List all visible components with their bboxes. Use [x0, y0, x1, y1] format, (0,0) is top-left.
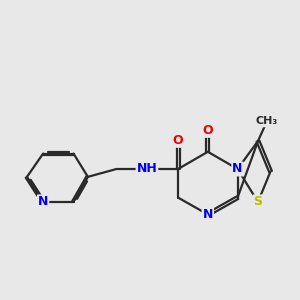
- Text: N: N: [232, 163, 243, 176]
- Text: NH: NH: [136, 163, 157, 176]
- Text: O: O: [202, 124, 213, 137]
- Text: O: O: [173, 134, 183, 147]
- Text: CH₃: CH₃: [256, 116, 278, 126]
- Text: N: N: [38, 195, 48, 208]
- Text: S: S: [254, 195, 262, 208]
- Text: N: N: [202, 208, 213, 221]
